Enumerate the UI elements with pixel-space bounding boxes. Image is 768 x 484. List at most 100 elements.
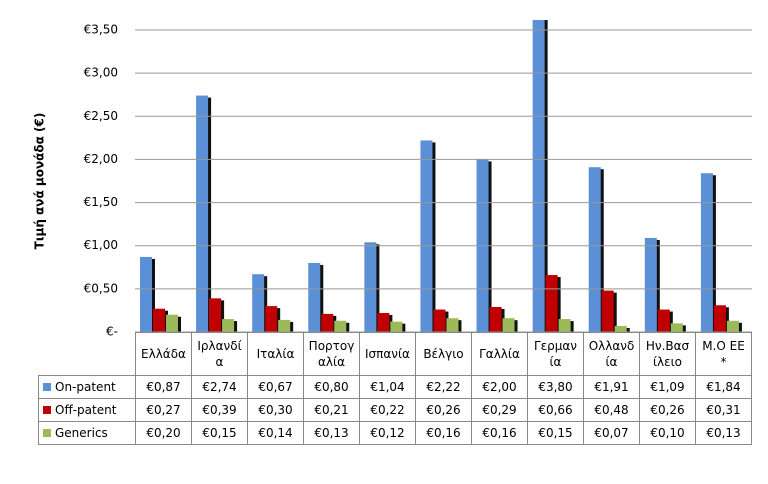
bar [614,325,627,332]
y-tick-label: €3,00 [84,66,118,80]
value-cell: €1,09 [639,375,696,399]
value-cell: €2,00 [471,375,528,399]
bar [364,242,377,332]
legend-key [43,429,51,437]
bar [390,321,403,332]
category-label: Βέλγιο [415,332,472,376]
bar [545,275,558,332]
category-label: Ιρλανδία [191,332,248,376]
value-cell: €0,26 [415,398,472,422]
value-cell: €0,66 [527,398,584,422]
category-label: Γαλλία [471,332,528,376]
bar [588,167,601,332]
legend-key [43,383,51,391]
category-label: Γερμανία [527,332,584,376]
bar [433,309,446,332]
category-label: Μ.Ο ΕΕ* [695,332,752,376]
value-cell: €0,15 [527,421,584,445]
bar [489,306,502,332]
bar [657,309,670,332]
y-tick-label: €0,50 [84,281,118,295]
legend-label: Generics [55,426,108,440]
value-cell: €0,80 [303,375,360,399]
bar [644,237,657,332]
legend-label: On-patent [55,380,116,394]
value-cell: €0,39 [191,398,248,422]
value-cell: €0,15 [191,421,248,445]
bar [308,262,321,332]
y-tick-label: €3,50 [84,23,118,37]
category-label: Ιταλία [247,332,304,376]
legend-label: Off-patent [55,403,117,417]
category-label: Πορτογαλία [303,332,360,376]
legend-cell: Generics [38,421,136,445]
y-tick-label: €- [106,325,118,339]
category-label: Ολλανδία [583,332,640,376]
bar [222,319,235,332]
bar [153,308,165,332]
bar [558,319,571,332]
data-table: Ελλάδα Ιρλανδία Ιταλία Πορτογαλία Ισπανία Βέλ… [38,332,752,445]
value-cell: €0,16 [471,421,528,445]
category-label: Ελλάδα [135,332,192,376]
value-cell: €0,67 [247,375,304,399]
value-cell: €1,04 [359,375,416,399]
bar [446,318,459,332]
y-tick-label: €2,50 [84,109,118,123]
value-cell: €0,13 [695,421,752,445]
bar [377,313,390,332]
value-cell: €0,26 [639,398,696,422]
bar [670,323,683,332]
value-cell: €0,48 [583,398,640,422]
corner-cell [39,333,136,376]
y-tick-label: €1,00 [84,238,118,252]
bar [196,95,209,332]
y-axis-title: Τιμή ανά μονάδα (€) [33,113,47,250]
bar [502,318,515,332]
bar [532,20,545,332]
value-cell: €0,87 [135,375,192,399]
series-row: On-patent €0,87 €2,74 €0,67 €0,80 €1,04 €2,22 €… [38,375,752,399]
value-cell: €0,22 [359,398,416,422]
header-row: Ελλάδα Ιρλανδία Ιταλία Πορτογαλία Ισπανία Βέλ… [39,332,752,376]
bar [713,305,726,332]
bar [321,313,334,332]
value-cell: €0,10 [639,421,696,445]
legend-cell: On-patent [38,375,136,399]
bar [334,320,347,332]
y-tick-label: €1,50 [84,195,118,209]
bar [209,298,222,332]
series-row: Off-patent €0,27 €0,39 €0,30 €0,21 €0,22 €0,26… [38,398,752,422]
bar [252,274,265,332]
value-cell: €0,21 [303,398,360,422]
value-cell: €0,27 [135,398,192,422]
category-label: Ισπανία [359,332,416,376]
bar [140,256,152,332]
value-cell: €0,16 [415,421,472,445]
bar [700,173,713,332]
value-cell: €0,12 [359,421,416,445]
legend-key [43,406,51,414]
bar [420,140,433,332]
value-cell: €0,31 [695,398,752,422]
bar [166,314,178,332]
value-cell: €0,13 [303,421,360,445]
value-cell: €1,91 [583,375,640,399]
bar [601,290,614,332]
value-cell: €0,07 [583,421,640,445]
value-cell: €0,29 [471,398,528,422]
value-cell: €0,20 [135,421,192,445]
y-tick-label: €2,00 [84,152,118,166]
value-cell: €0,30 [247,398,304,422]
bar [726,320,739,332]
category-label: Ην.Βασίλειο [639,332,696,376]
value-cell: €3,80 [527,375,584,399]
value-cell: €1,84 [695,375,752,399]
value-cell: €2,22 [415,375,472,399]
legend-cell: Off-patent [38,398,136,422]
value-cell: €2,74 [191,375,248,399]
bar [278,319,291,332]
value-cell: €0,14 [247,421,304,445]
